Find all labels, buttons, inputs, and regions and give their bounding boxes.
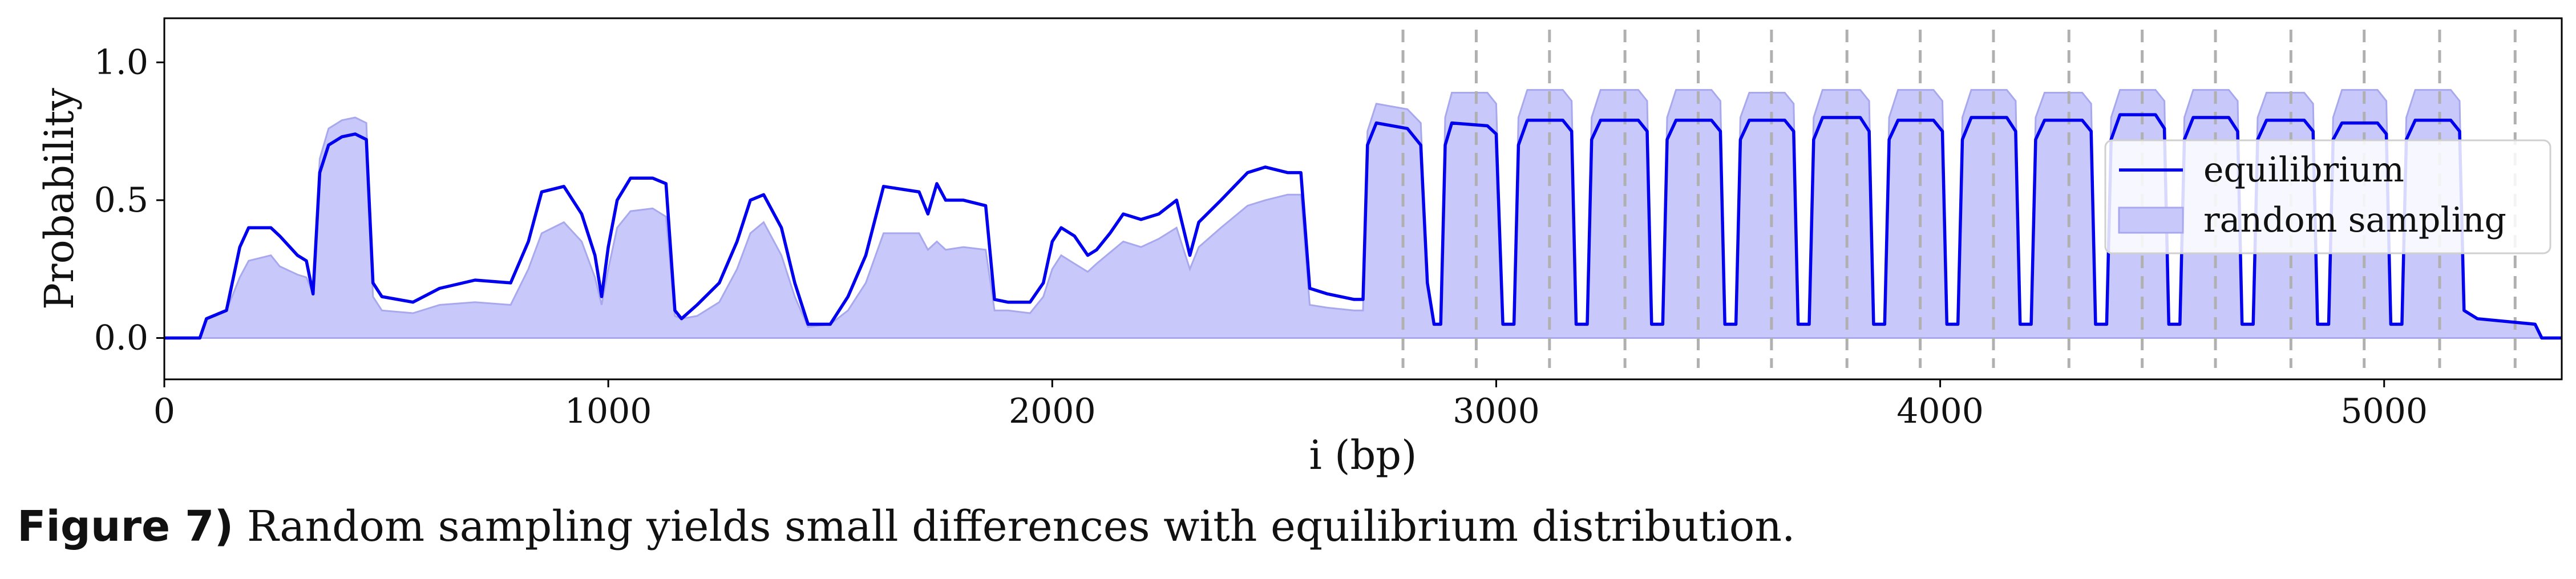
x-tick-label-1000: 1000 xyxy=(565,391,652,431)
x-axis-ticks: 0 1000 2000 3000 4000 5000 xyxy=(153,379,2428,431)
y-tick-label-0: 0.0 xyxy=(94,318,148,358)
x-tick-label-3000: 3000 xyxy=(1453,391,1540,431)
y-axis-ticks: 0.0 0.5 1.0 xyxy=(94,42,164,358)
x-axis-label: i (bp) xyxy=(1309,432,1417,479)
y-axis-label: Probability xyxy=(36,88,83,310)
x-tick-label-0: 0 xyxy=(153,391,175,431)
x-tick-label-4000: 4000 xyxy=(1896,391,1984,431)
x-tick-label-5000: 5000 xyxy=(2340,391,2428,431)
legend-box xyxy=(2104,139,2551,254)
legend-label-random-sampling: random sampling xyxy=(2203,200,2506,240)
figure-caption: Figure 7) Random sampling yields small d… xyxy=(17,502,1795,551)
y-tick-label-0.5: 0.5 xyxy=(94,180,148,220)
axes-frame xyxy=(163,17,2563,380)
y-tick-label-1: 1.0 xyxy=(94,42,148,82)
figure-label: Figure 7) xyxy=(17,502,234,551)
caption-text: Random sampling yields small differences… xyxy=(233,502,1795,551)
legend-swatch-random-sampling xyxy=(2118,207,2184,234)
probability-chart: 0 1000 2000 3000 4000 5000 0.0 0.5 1.0 i (bp) P… xyxy=(36,17,2563,479)
x-tick-label-2000: 2000 xyxy=(1009,391,1096,431)
legend: equilibrium random sampling xyxy=(2104,139,2551,254)
legend-label-equilibrium: equilibrium xyxy=(2203,150,2404,190)
